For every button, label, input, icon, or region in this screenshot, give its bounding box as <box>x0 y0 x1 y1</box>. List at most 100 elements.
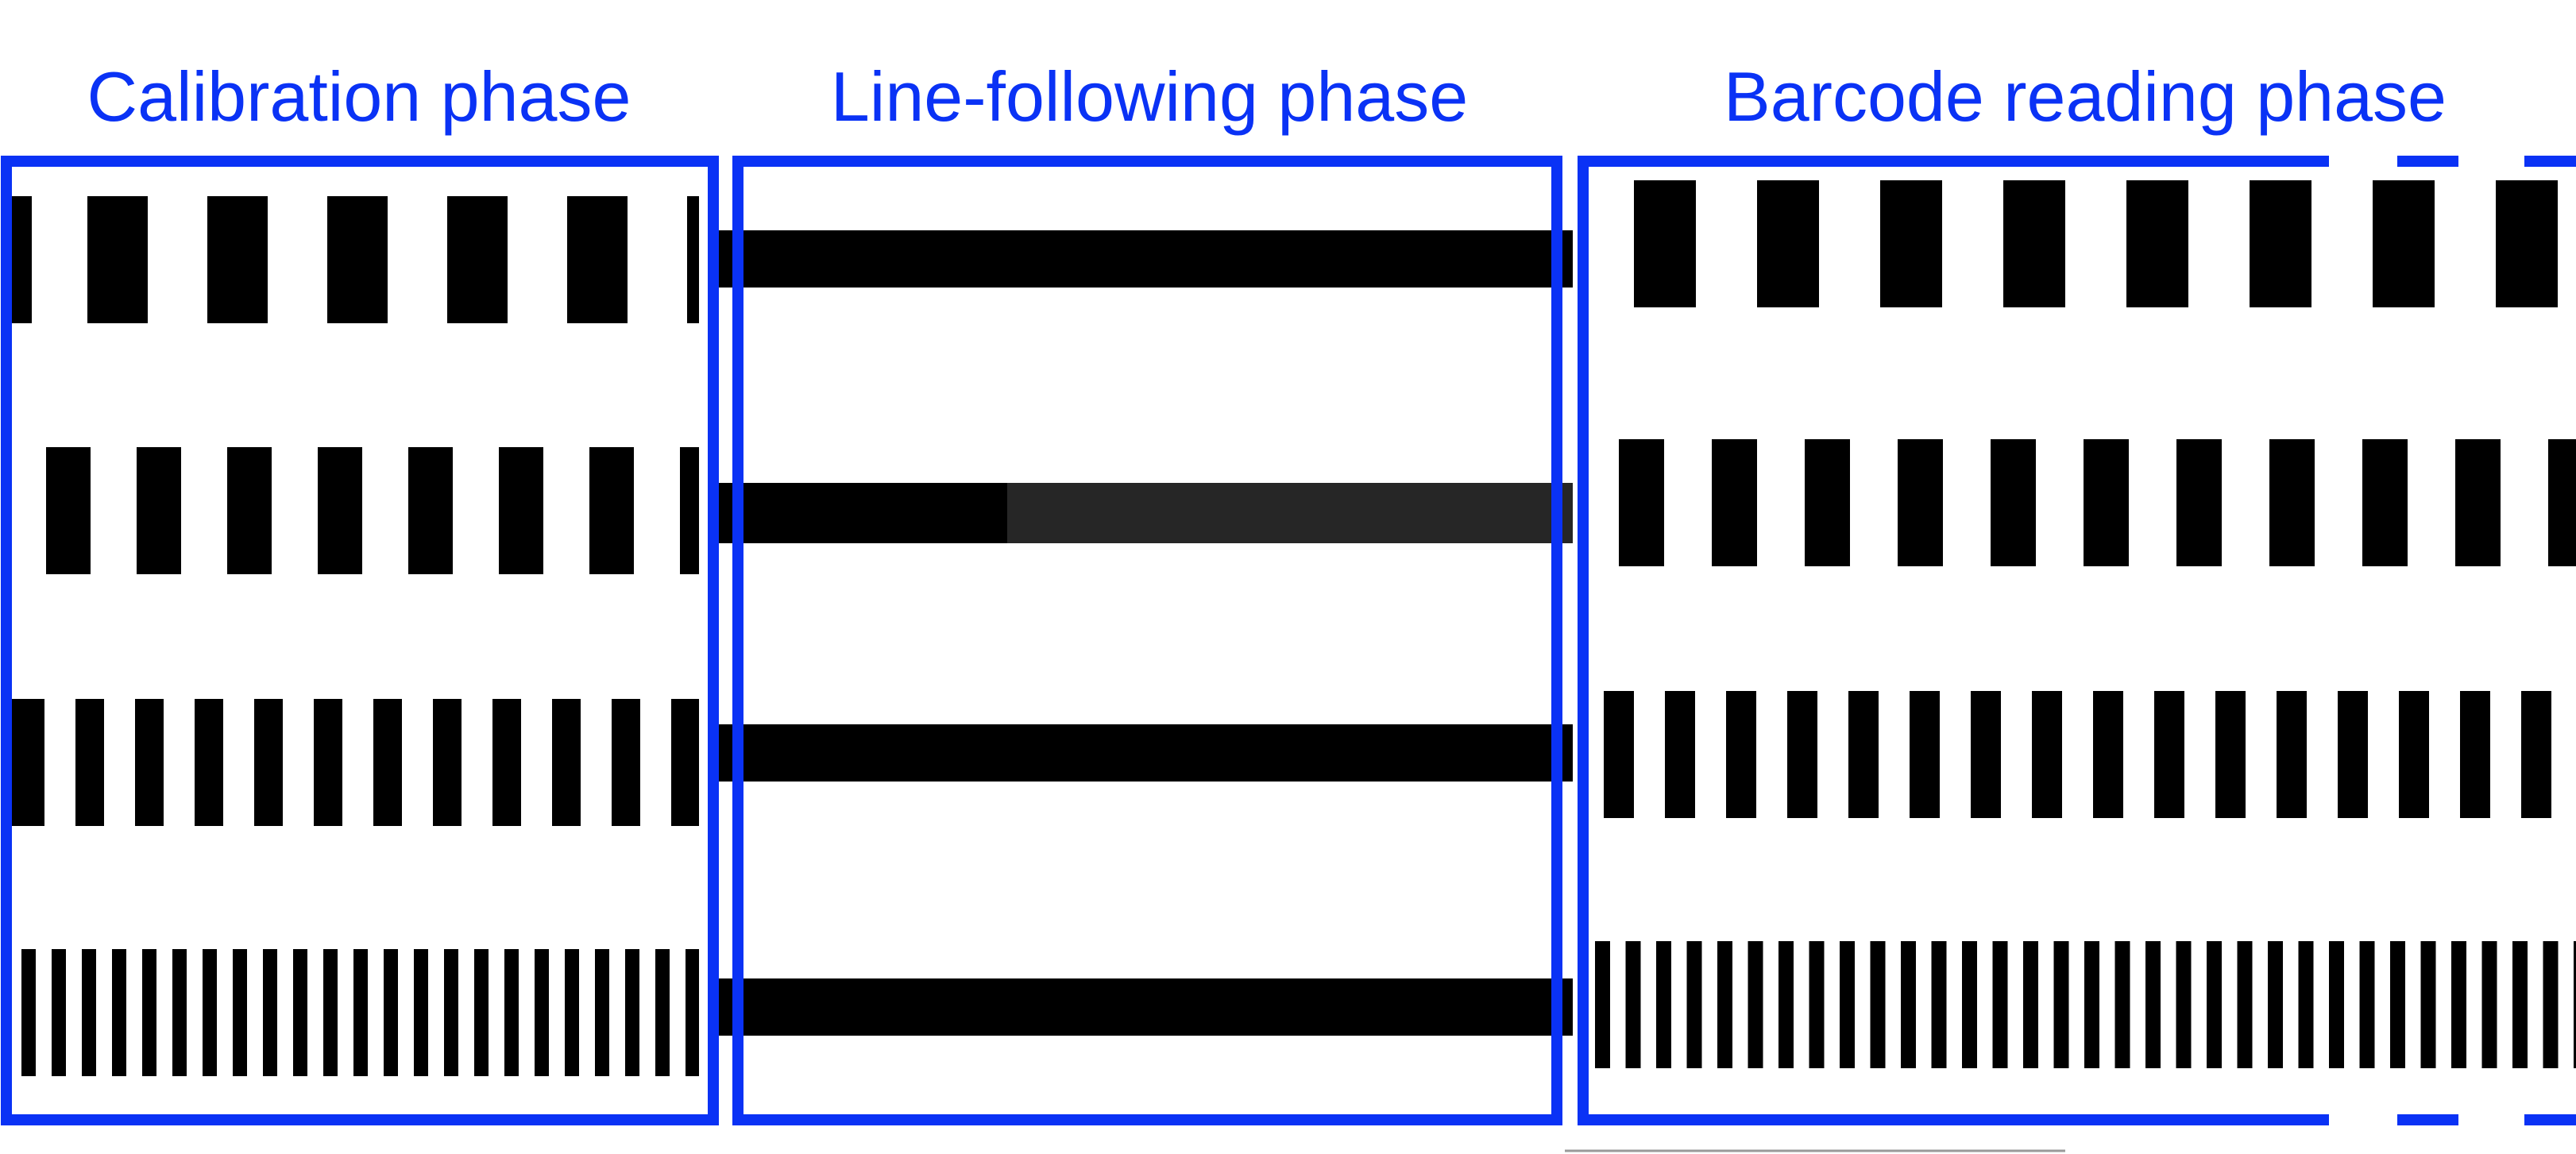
barcode-track-3-bar <box>1910 691 1940 818</box>
calibration-track-4-bar <box>142 949 156 1076</box>
barcode-track-4-bar <box>2114 941 2130 1068</box>
barcode-track-1-bar <box>2373 180 2435 307</box>
barcode-track-3-bar <box>2521 691 2551 818</box>
barcode-track-4-bar <box>2451 941 2466 1068</box>
barcode-track-2-bar <box>2176 439 2222 566</box>
calibration-track-1-bar <box>567 196 628 323</box>
barcode-track-4-bar <box>1962 941 1977 1068</box>
calibration-track-4-bar <box>444 949 458 1076</box>
barcode-track-2-bar <box>1619 439 1664 566</box>
barcode-track-3-bar <box>1848 691 1879 818</box>
barcode-track-2-bar <box>1898 439 1943 566</box>
line-following-tracks <box>713 230 1573 1036</box>
calibration-track-1-edge-bar <box>11 196 32 323</box>
barcode-track-3-bar <box>2215 691 2246 818</box>
calibration-track-2-bar <box>137 447 181 574</box>
calibration-track-3-bar <box>552 699 581 826</box>
barcode-track-4-bar <box>2481 941 2497 1068</box>
barcode-track-4-bar <box>1809 941 1825 1068</box>
barcode-track-1-bar <box>2126 180 2188 307</box>
barcode-track-2-bar <box>2269 439 2315 566</box>
calibration-track-bars <box>11 196 699 1076</box>
calibration-track-4-bar <box>625 949 639 1076</box>
barcode-track-1-bar <box>2003 180 2065 307</box>
calibration-track-4-bar <box>414 949 428 1076</box>
calibration-track-4-bar <box>504 949 519 1076</box>
calibration-track-3-bar <box>135 699 164 826</box>
calibration-track-3-bar <box>16 699 44 826</box>
line-following-phase-label: Line-following phase <box>831 57 1468 136</box>
calibration-track-4-bar <box>474 949 489 1076</box>
barcode-track-4-bar <box>1992 941 2008 1068</box>
calibration-track-4-bar <box>233 949 247 1076</box>
barcode-track-4-bar <box>2512 941 2528 1068</box>
calibration-track-1-bar <box>207 196 268 323</box>
line-following-track-4 <box>713 978 1573 1036</box>
barcode-track-4-bar <box>1625 941 1641 1068</box>
calibration-phase-label: Calibration phase <box>87 57 631 136</box>
barcode-track-4-bar <box>1870 941 1886 1068</box>
calibration-track-4-bar <box>52 949 66 1076</box>
calibration-track-4-bar <box>384 949 398 1076</box>
barcode-track-3-bar <box>2093 691 2123 818</box>
barcode-track-3-bar <box>2460 691 2490 818</box>
calibration-track-1-bar <box>447 196 508 323</box>
barcode-reading-phase-frame <box>1578 156 2576 1125</box>
calibration-track-1-bar <box>87 196 148 323</box>
barcode-track-1-bar <box>1880 180 1942 307</box>
line-following-track-3 <box>713 724 1573 782</box>
barcode-track-3-bar <box>1726 691 1756 818</box>
barcode-track-3-bar <box>2277 691 2307 818</box>
barcode-track-2-bar <box>1991 439 2036 566</box>
barcode-track-4-bar <box>2145 941 2161 1068</box>
calibration-track-4-bar <box>535 949 549 1076</box>
calibration-track-4-bar <box>293 949 307 1076</box>
barcode-track-1-bar <box>1634 180 1696 307</box>
barcode-track-2-bar <box>1712 439 1757 566</box>
barcode-track-4-bar <box>2023 941 2038 1068</box>
barcode-track-4-bar <box>1717 941 1732 1068</box>
barcode-track-3-bar <box>2399 691 2429 818</box>
barcode-track-4-bar <box>1595 941 1610 1068</box>
calibration-track-3-bar <box>314 699 342 826</box>
barcode-track-2-bar <box>1805 439 1850 566</box>
calibration-track-1-bar <box>327 196 388 323</box>
calibration-track-3-bar <box>492 699 521 826</box>
calibration-track-3-bar <box>433 699 462 826</box>
barcode-track-3-bar <box>1665 691 1695 818</box>
calibration-track-2-bar <box>589 447 634 574</box>
barcode-track-4-bar <box>2298 941 2314 1068</box>
barcode-track-1-bar <box>1757 180 1819 307</box>
barcode-track-4-bar <box>2053 941 2069 1068</box>
barcode-track-2-bar <box>2084 439 2129 566</box>
barcode-track-4-bar <box>2084 941 2099 1068</box>
barcode-track-3-bar <box>2154 691 2184 818</box>
barcode-track-2-bar <box>2548 439 2576 566</box>
barcode-track-4-bar <box>2543 941 2559 1068</box>
calibration-track-4-bar <box>82 949 96 1076</box>
calibration-track-4-bar <box>112 949 126 1076</box>
barcode-track-3-bar <box>1971 691 2001 818</box>
barcode-track-4-bar <box>1748 941 1763 1068</box>
barcode-track-3-bar <box>1604 691 1634 818</box>
barcode-track-4-bar <box>2176 941 2192 1068</box>
calibration-track-3-bar <box>612 699 640 826</box>
barcode-track-3-bar <box>1787 691 1817 818</box>
barcode-track-4-bar <box>1778 941 1794 1068</box>
line-following-phase-frame <box>732 156 1562 1125</box>
calibration-track-2-bar <box>499 447 543 574</box>
barcode-track-4-bar <box>2574 941 2576 1068</box>
barcode-track-2-bar <box>2362 439 2408 566</box>
barcode-track-4-bar <box>2268 941 2283 1068</box>
barcode-track-4-bar <box>1931 941 1947 1068</box>
calibration-track-1-bar <box>687 196 699 323</box>
barcode-track-4-bar <box>2390 941 2405 1068</box>
calibration-track-2-bar <box>227 447 272 574</box>
calibration-track-4-bar <box>323 949 338 1076</box>
barcode-reading-phase-label: Barcode reading phase <box>1724 57 2447 136</box>
barcode-track-4-bar <box>1840 941 1855 1068</box>
barcode-track-3-bar <box>2032 691 2062 818</box>
barcode-track-3-bar <box>2338 691 2368 818</box>
calibration-track-4-bar <box>263 949 277 1076</box>
